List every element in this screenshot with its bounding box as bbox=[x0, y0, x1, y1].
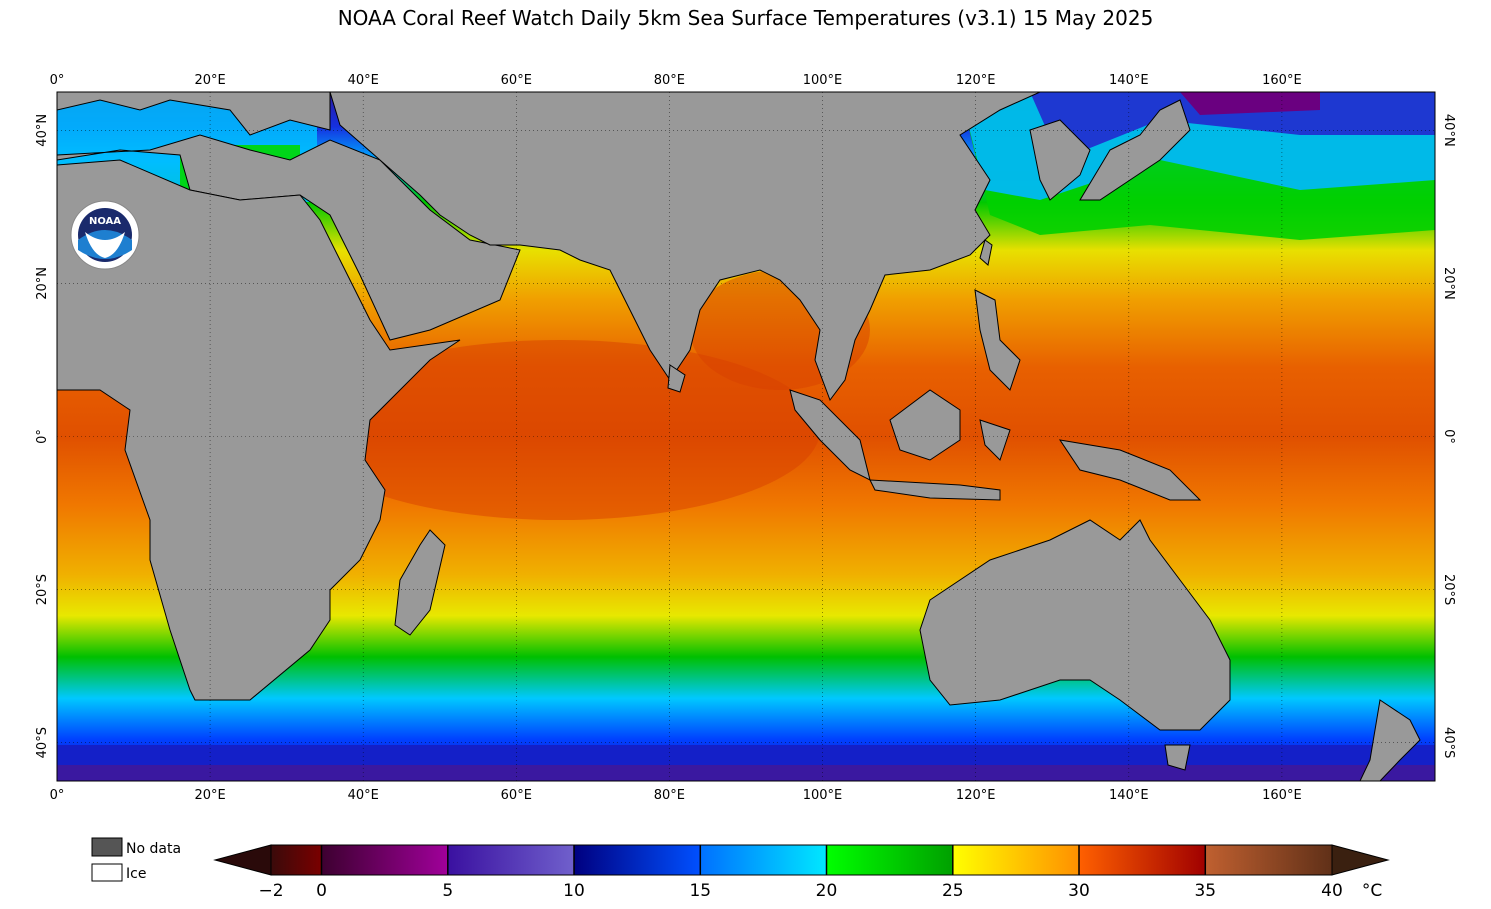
y-tick-left: 20°S bbox=[35, 574, 50, 605]
no-data-label: No data bbox=[126, 841, 181, 857]
colorbar-dividers bbox=[320, 845, 1207, 875]
colorbar-tick: 5 bbox=[442, 881, 453, 901]
x-tick-bottom: 140°E bbox=[1109, 788, 1149, 803]
x-tick-bottom: 120°E bbox=[956, 788, 996, 803]
y-tick-right: 0° bbox=[1441, 429, 1456, 444]
colorbar-segment bbox=[700, 845, 827, 875]
x-axis-bottom: 0° 20°E 40°E 60°E 80°E 100°E 120°E 140°E… bbox=[50, 788, 1302, 803]
colorbar-below-arrow bbox=[213, 844, 272, 876]
map-frame bbox=[56, 91, 1436, 782]
noaa-logo: NOAA bbox=[70, 200, 140, 270]
x-tick-bottom: 0° bbox=[50, 788, 65, 803]
data-legend: No data Ice bbox=[91, 837, 181, 882]
y-tick-left: 0° bbox=[35, 429, 50, 444]
ice-swatch bbox=[91, 863, 123, 882]
colorbar-segment bbox=[447, 845, 574, 875]
ice-label: Ice bbox=[126, 866, 146, 882]
colorbar-segment bbox=[271, 845, 322, 875]
colorbar-tick: 15 bbox=[689, 881, 711, 901]
y-tick-left: 40°N bbox=[35, 114, 50, 147]
x-tick-top: 20°E bbox=[194, 73, 225, 88]
x-tick-bottom: 20°E bbox=[194, 788, 225, 803]
colorbar-tick: 40 bbox=[1321, 881, 1343, 901]
colorbar-segment bbox=[321, 845, 448, 875]
colorbar: −2 0 5 10 15 20 25 30 35 40 °C bbox=[213, 844, 1390, 901]
colorbar-unit: °C bbox=[1362, 881, 1382, 901]
land-masses bbox=[57, 92, 1421, 781]
y-tick-right: 20°S bbox=[1441, 574, 1456, 605]
x-axis-top: 0° 20°E 40°E 60°E 80°E 100°E 120°E 140°E… bbox=[50, 73, 1302, 88]
colorbar-segment bbox=[952, 845, 1079, 875]
y-axis-right: 40°N 20°N 0° 20°S 40°S bbox=[1441, 114, 1456, 758]
y-tick-right: 20°N bbox=[1441, 267, 1456, 300]
colorbar-tick: 0 bbox=[316, 881, 327, 901]
x-tick-bottom: 80°E bbox=[654, 788, 685, 803]
colorbar-tick: 35 bbox=[1194, 881, 1216, 901]
colorbar-segment bbox=[1205, 845, 1332, 875]
x-tick-bottom: 160°E bbox=[1262, 788, 1302, 803]
map-title: NOAA Coral Reef Watch Daily 5km Sea Surf… bbox=[337, 6, 1154, 30]
colorbar-tick: 30 bbox=[1068, 881, 1090, 901]
colorbar-segment bbox=[1079, 845, 1206, 875]
colorbar-tick: 10 bbox=[563, 881, 585, 901]
x-tick-top: 80°E bbox=[654, 73, 685, 88]
colorbar-labels: −2 0 5 10 15 20 25 30 35 40 bbox=[258, 881, 1342, 901]
x-tick-top: 100°E bbox=[803, 73, 843, 88]
colorbar-above-arrow bbox=[1331, 844, 1390, 876]
colorbar-tick: 25 bbox=[942, 881, 964, 901]
x-tick-top: 120°E bbox=[956, 73, 996, 88]
x-tick-bottom: 100°E bbox=[803, 788, 843, 803]
no-data-swatch bbox=[91, 837, 123, 857]
y-tick-left: 40°S bbox=[35, 727, 50, 758]
x-tick-top: 160°E bbox=[1262, 73, 1302, 88]
graticule bbox=[57, 92, 1435, 781]
colorbar-tick: −2 bbox=[258, 881, 283, 901]
x-tick-top: 140°E bbox=[1109, 73, 1149, 88]
y-tick-left: 20°N bbox=[35, 267, 50, 300]
noaa-logo-text: NOAA bbox=[89, 216, 121, 227]
colorbar-segment bbox=[826, 845, 953, 875]
y-axis-left: 40°N 20°N 0° 20°S 40°S bbox=[35, 114, 50, 758]
y-tick-right: 40°S bbox=[1441, 727, 1456, 758]
x-tick-bottom: 60°E bbox=[501, 788, 532, 803]
colorbar-tick: 20 bbox=[816, 881, 838, 901]
x-tick-top: 40°E bbox=[348, 73, 379, 88]
x-tick-top: 60°E bbox=[501, 73, 532, 88]
colorbar-segment bbox=[574, 845, 701, 875]
x-tick-top: 0° bbox=[50, 73, 65, 88]
y-tick-right: 40°N bbox=[1441, 114, 1456, 147]
x-tick-bottom: 40°E bbox=[348, 788, 379, 803]
